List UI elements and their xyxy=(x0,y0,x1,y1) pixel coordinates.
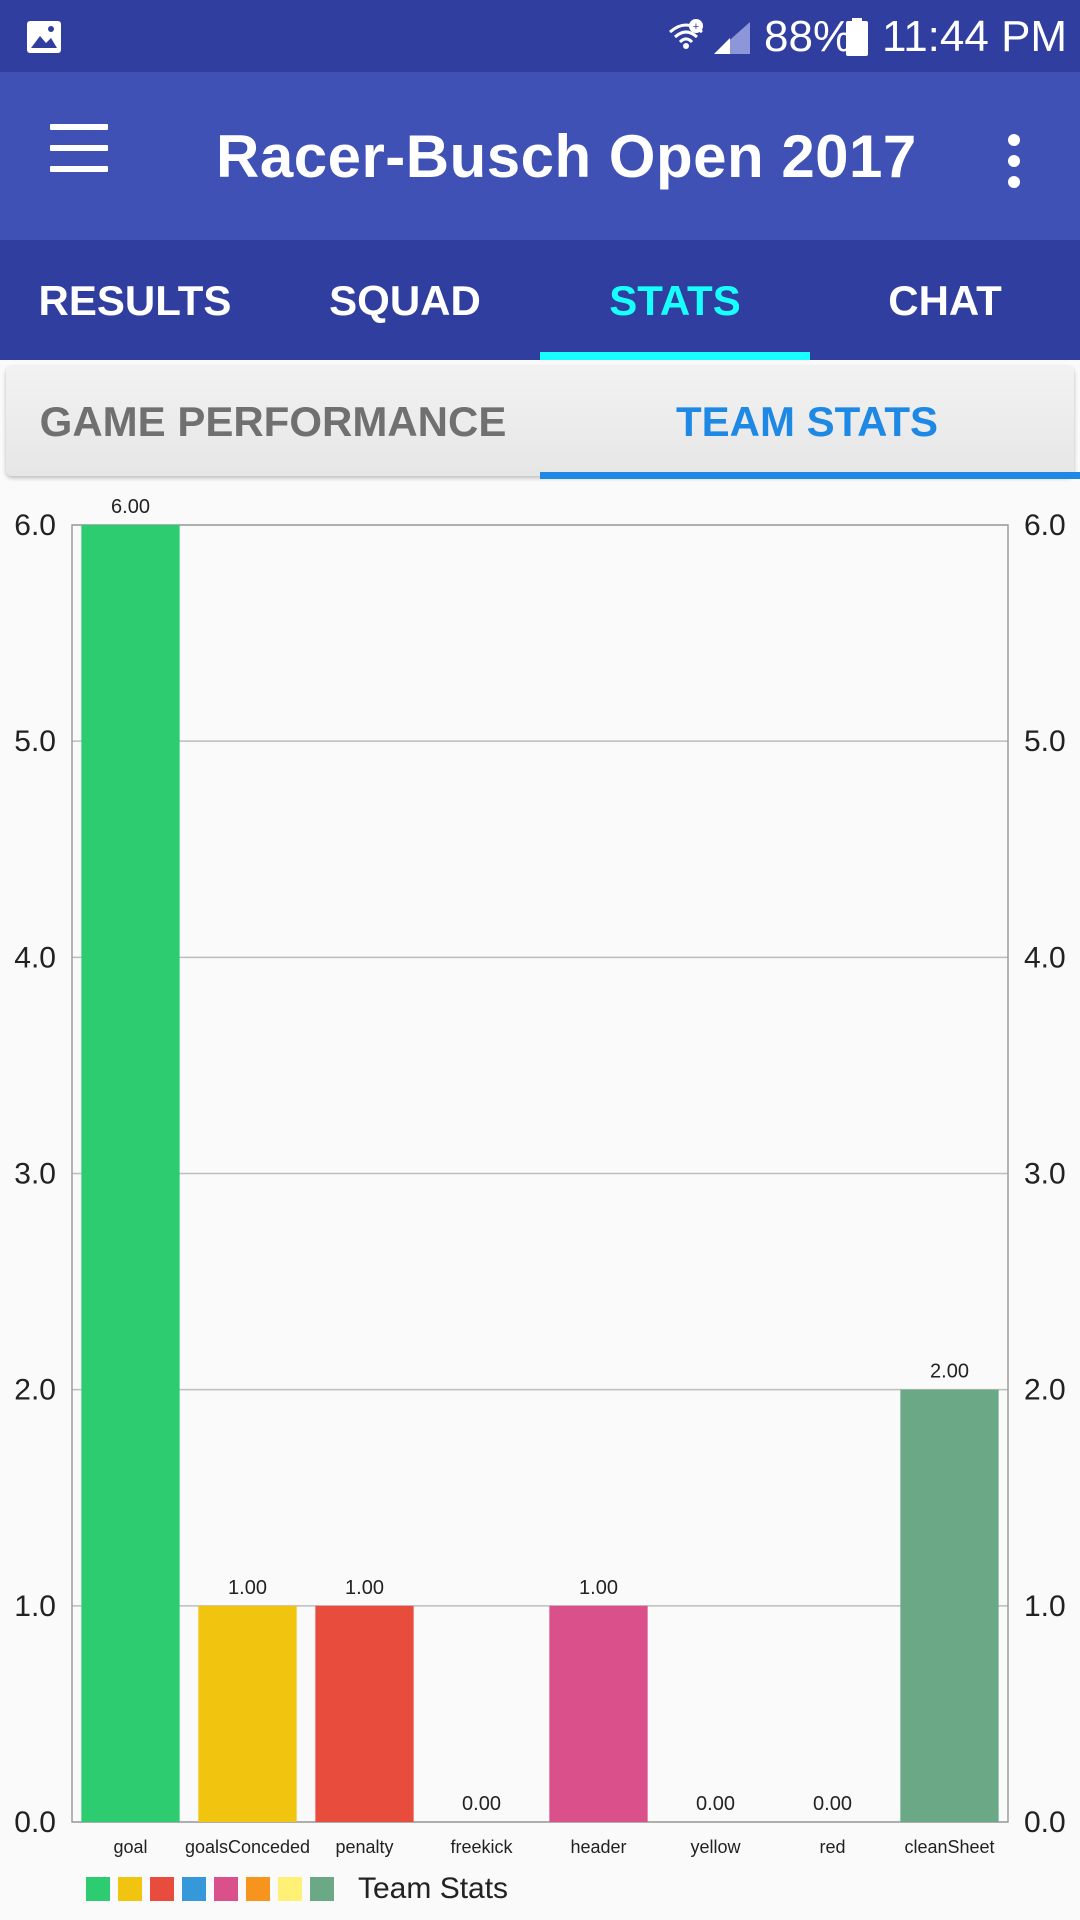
x-tick-label: penalty xyxy=(335,1837,393,1857)
menu-icon[interactable] xyxy=(50,124,114,188)
x-tick-label: cleanSheet xyxy=(904,1837,994,1857)
bar-header xyxy=(549,1605,648,1822)
x-tick-label: header xyxy=(570,1837,626,1857)
legend-label: Team Stats xyxy=(358,1872,509,1905)
x-tick-label: goal xyxy=(113,1837,147,1857)
main-tab-bar: RESULTS SQUAD STATS CHAT xyxy=(0,240,1080,360)
app-bar: Racer-Busch Open 2017 xyxy=(0,72,1080,240)
data-label: 1.00 xyxy=(345,1577,384,1599)
status-bar: + 88% 11:44 PM xyxy=(0,0,1080,72)
battery-percent: 88% xyxy=(764,12,853,61)
y-tick-label-left: 6.0 xyxy=(14,509,56,542)
y-tick-label-left: 3.0 xyxy=(14,1158,56,1191)
x-tick-label: freekick xyxy=(450,1837,513,1857)
legend-swatch xyxy=(86,1877,110,1901)
sub-tab-bar: GAME PERFORMANCE TEAM STATS xyxy=(6,366,1074,476)
y-tick-label-right: 5.0 xyxy=(1024,725,1066,758)
data-label: 1.00 xyxy=(228,1577,267,1599)
legend-swatch xyxy=(150,1877,174,1901)
signal-icon xyxy=(714,22,750,54)
tab-team-stats[interactable]: TEAM STATS xyxy=(675,398,939,445)
sub-tab-indicator xyxy=(540,472,1080,479)
data-label: 1.00 xyxy=(579,1577,618,1599)
x-tick-label: red xyxy=(819,1837,845,1857)
legend-swatch xyxy=(246,1877,270,1901)
legend-swatch xyxy=(278,1877,302,1901)
page-title: Racer-Busch Open 2017 xyxy=(216,123,917,190)
x-tick-label: yellow xyxy=(690,1837,741,1857)
bar-cleanSheet xyxy=(900,1389,999,1822)
bar-goalsConceded xyxy=(198,1605,297,1822)
gallery-icon xyxy=(27,21,61,53)
data-label: 2.00 xyxy=(930,1361,969,1383)
legend-swatch xyxy=(214,1877,238,1901)
y-tick-label-right: 4.0 xyxy=(1024,941,1066,974)
tab-results[interactable]: RESULTS xyxy=(38,277,232,324)
tab-game-performance[interactable]: GAME PERFORMANCE xyxy=(39,398,507,445)
legend-swatch xyxy=(310,1877,334,1901)
svg-text:+: + xyxy=(693,21,699,33)
tab-squad[interactable]: SQUAD xyxy=(329,277,481,324)
data-label: 6.00 xyxy=(111,496,150,518)
y-tick-label-left: 4.0 xyxy=(14,941,56,974)
overflow-icon[interactable] xyxy=(996,134,1032,190)
clock: 11:44 PM xyxy=(882,12,1068,61)
legend-swatch xyxy=(118,1877,142,1901)
tab-stats[interactable]: STATS xyxy=(609,277,741,324)
y-tick-label-right: 0.0 xyxy=(1024,1806,1066,1839)
y-tick-label-right: 1.0 xyxy=(1024,1590,1066,1623)
legend-swatch xyxy=(182,1877,206,1901)
plot-border xyxy=(71,524,1009,1823)
data-label: 0.00 xyxy=(462,1793,501,1815)
y-tick-label-right: 3.0 xyxy=(1024,1158,1066,1191)
y-tick-label-right: 6.0 xyxy=(1024,509,1066,542)
y-tick-label-left: 0.0 xyxy=(14,1806,56,1839)
y-tick-label-left: 2.0 xyxy=(14,1374,56,1407)
chart-legend: Team Stats xyxy=(86,1872,508,1906)
tab-indicator xyxy=(540,352,810,360)
team-stats-chart: 0.0 0.0 1.0 1.0 2.0 2.0 3.0 3.0 4.0 4.0 5.0 5.0 6.0 6… xyxy=(14,496,1066,1857)
x-tick-label: goalsConceded xyxy=(185,1837,310,1857)
bar-penalty xyxy=(315,1605,414,1822)
bar-goal xyxy=(81,525,180,1822)
data-label: 0.00 xyxy=(696,1793,735,1815)
wifi-icon: + xyxy=(669,19,703,49)
y-tick-label-left: 1.0 xyxy=(14,1590,56,1623)
data-label: 0.00 xyxy=(813,1793,852,1815)
y-tick-label-right: 2.0 xyxy=(1024,1374,1066,1407)
battery-icon xyxy=(846,18,868,56)
y-tick-label-left: 5.0 xyxy=(14,725,56,758)
tab-chat[interactable]: CHAT xyxy=(888,277,1002,324)
